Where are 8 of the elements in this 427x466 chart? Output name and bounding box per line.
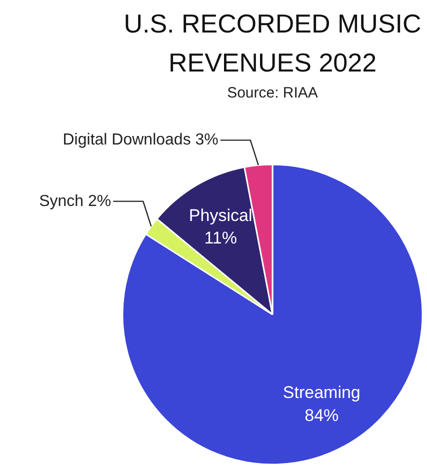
slice-label: Streaming (282, 382, 360, 402)
data-label: 84% (304, 406, 339, 425)
slice-label: Digital Downloads 3% (62, 132, 218, 149)
chart-title: U.S. RECORDED MUSIC REVENUES 2022 (124, 8, 422, 78)
slice-label: Physical (188, 206, 252, 225)
slice-label: Synch 2% (39, 192, 112, 210)
data-label: 11% (204, 228, 237, 248)
source-note: Source: RIAA (227, 84, 318, 102)
